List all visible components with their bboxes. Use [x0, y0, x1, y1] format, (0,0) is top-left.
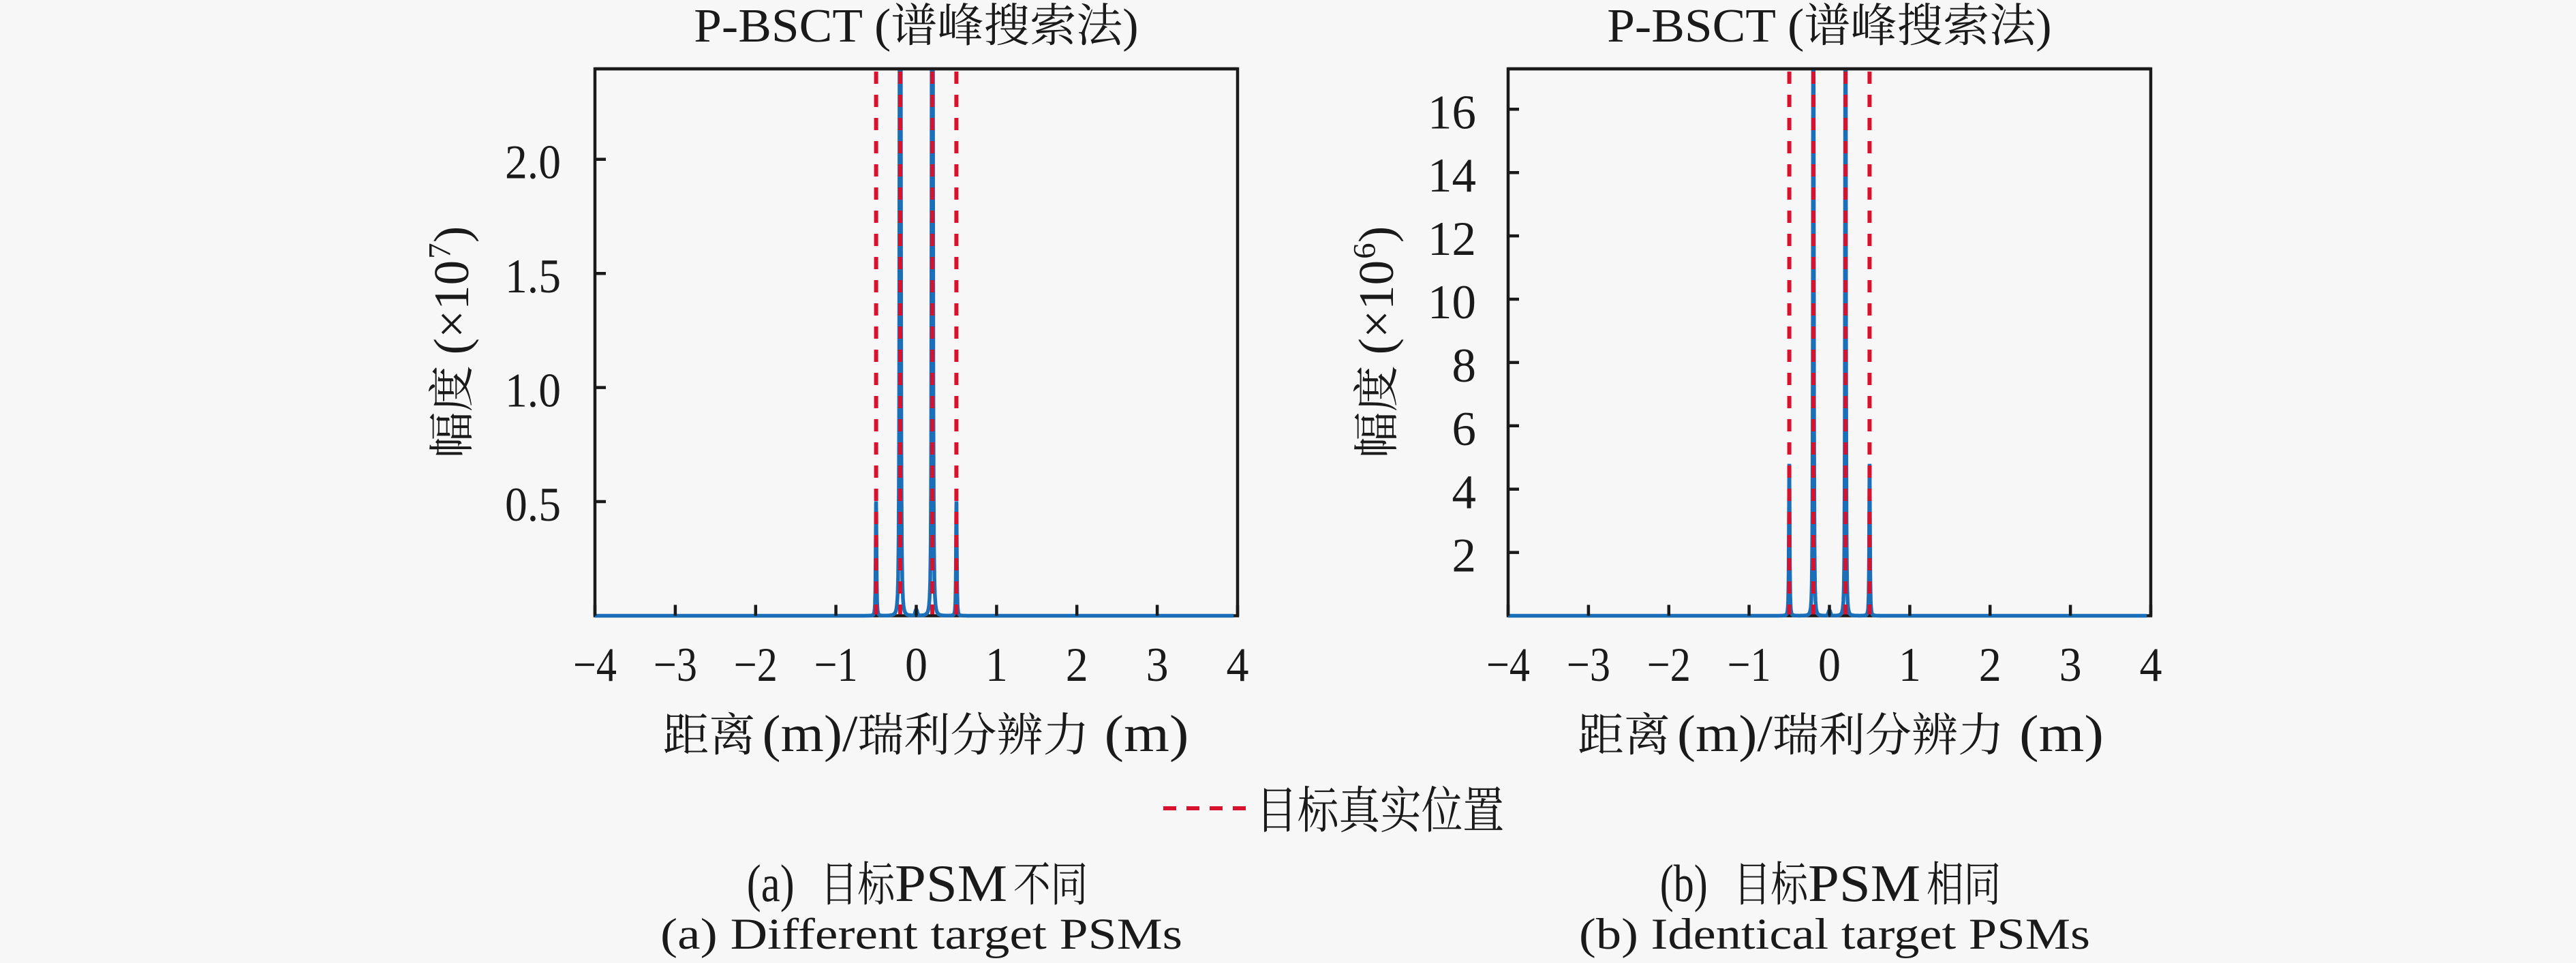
svg-text:(m)/: (m)/	[763, 705, 859, 763]
svg-text:−3: −3	[1567, 639, 1610, 692]
svg-text:0: 0	[1818, 639, 1841, 692]
svg-text:PSM: PSM	[1808, 854, 1920, 913]
svg-text:1.5: 1.5	[505, 250, 561, 303]
svg-text:(m): (m)	[1105, 705, 1189, 763]
svg-text:8: 8	[1452, 339, 1477, 393]
svg-text:1: 1	[1899, 639, 1921, 692]
svg-text:16: 16	[1428, 86, 1476, 139]
svg-text:−2: −2	[1647, 639, 1691, 692]
svg-text:): )	[424, 226, 479, 243]
svg-text:−4: −4	[573, 639, 617, 692]
svg-text:P-BSCT (: P-BSCT (	[1607, 0, 1804, 52]
svg-text:0: 0	[905, 639, 927, 692]
svg-text:4: 4	[1227, 639, 1249, 692]
svg-text:2: 2	[1979, 639, 2002, 692]
svg-text:(b): (b)	[1660, 854, 1708, 913]
svg-text:PSM: PSM	[895, 854, 1007, 913]
svg-text:1: 1	[985, 639, 1008, 692]
svg-text:(m): (m)	[2019, 705, 2104, 763]
svg-text:): )	[2036, 0, 2051, 52]
svg-text:(×10: (×10	[1349, 260, 1404, 354]
svg-text:−4: −4	[1486, 639, 1530, 692]
svg-text:−2: −2	[734, 639, 778, 692]
svg-text:10: 10	[1428, 276, 1476, 329]
svg-text:): )	[1122, 0, 1138, 52]
svg-text:2: 2	[1452, 530, 1477, 583]
svg-text:(×10: (×10	[424, 260, 479, 354]
svg-text:−1: −1	[1728, 639, 1771, 692]
svg-text:12: 12	[1428, 213, 1476, 266]
svg-text:4: 4	[1452, 466, 1477, 519]
svg-text:14: 14	[1428, 149, 1476, 202]
svg-text:6: 6	[1452, 403, 1477, 456]
svg-text:(a) Different target PSMs: (a) Different target PSMs	[660, 910, 1182, 959]
svg-text:6: 6	[1347, 243, 1383, 259]
svg-text:3: 3	[1146, 639, 1169, 692]
svg-text:7: 7	[423, 243, 458, 259]
svg-text:(a): (a)	[747, 854, 795, 913]
svg-text:3: 3	[2059, 639, 2082, 692]
svg-text:1.0: 1.0	[505, 365, 561, 418]
svg-text:(m)/: (m)/	[1677, 705, 1773, 763]
svg-text:2.0: 2.0	[505, 136, 561, 189]
svg-text:(b) Identical target PSMs: (b) Identical target PSMs	[1579, 910, 2090, 959]
svg-text:4: 4	[2140, 639, 2162, 692]
svg-text:−3: −3	[654, 639, 697, 692]
svg-text:2: 2	[1066, 639, 1088, 692]
svg-text:P-BSCT (: P-BSCT (	[694, 0, 891, 52]
svg-text:0.5: 0.5	[505, 478, 561, 532]
svg-text:): )	[1349, 226, 1404, 243]
svg-text:−1: −1	[814, 639, 858, 692]
